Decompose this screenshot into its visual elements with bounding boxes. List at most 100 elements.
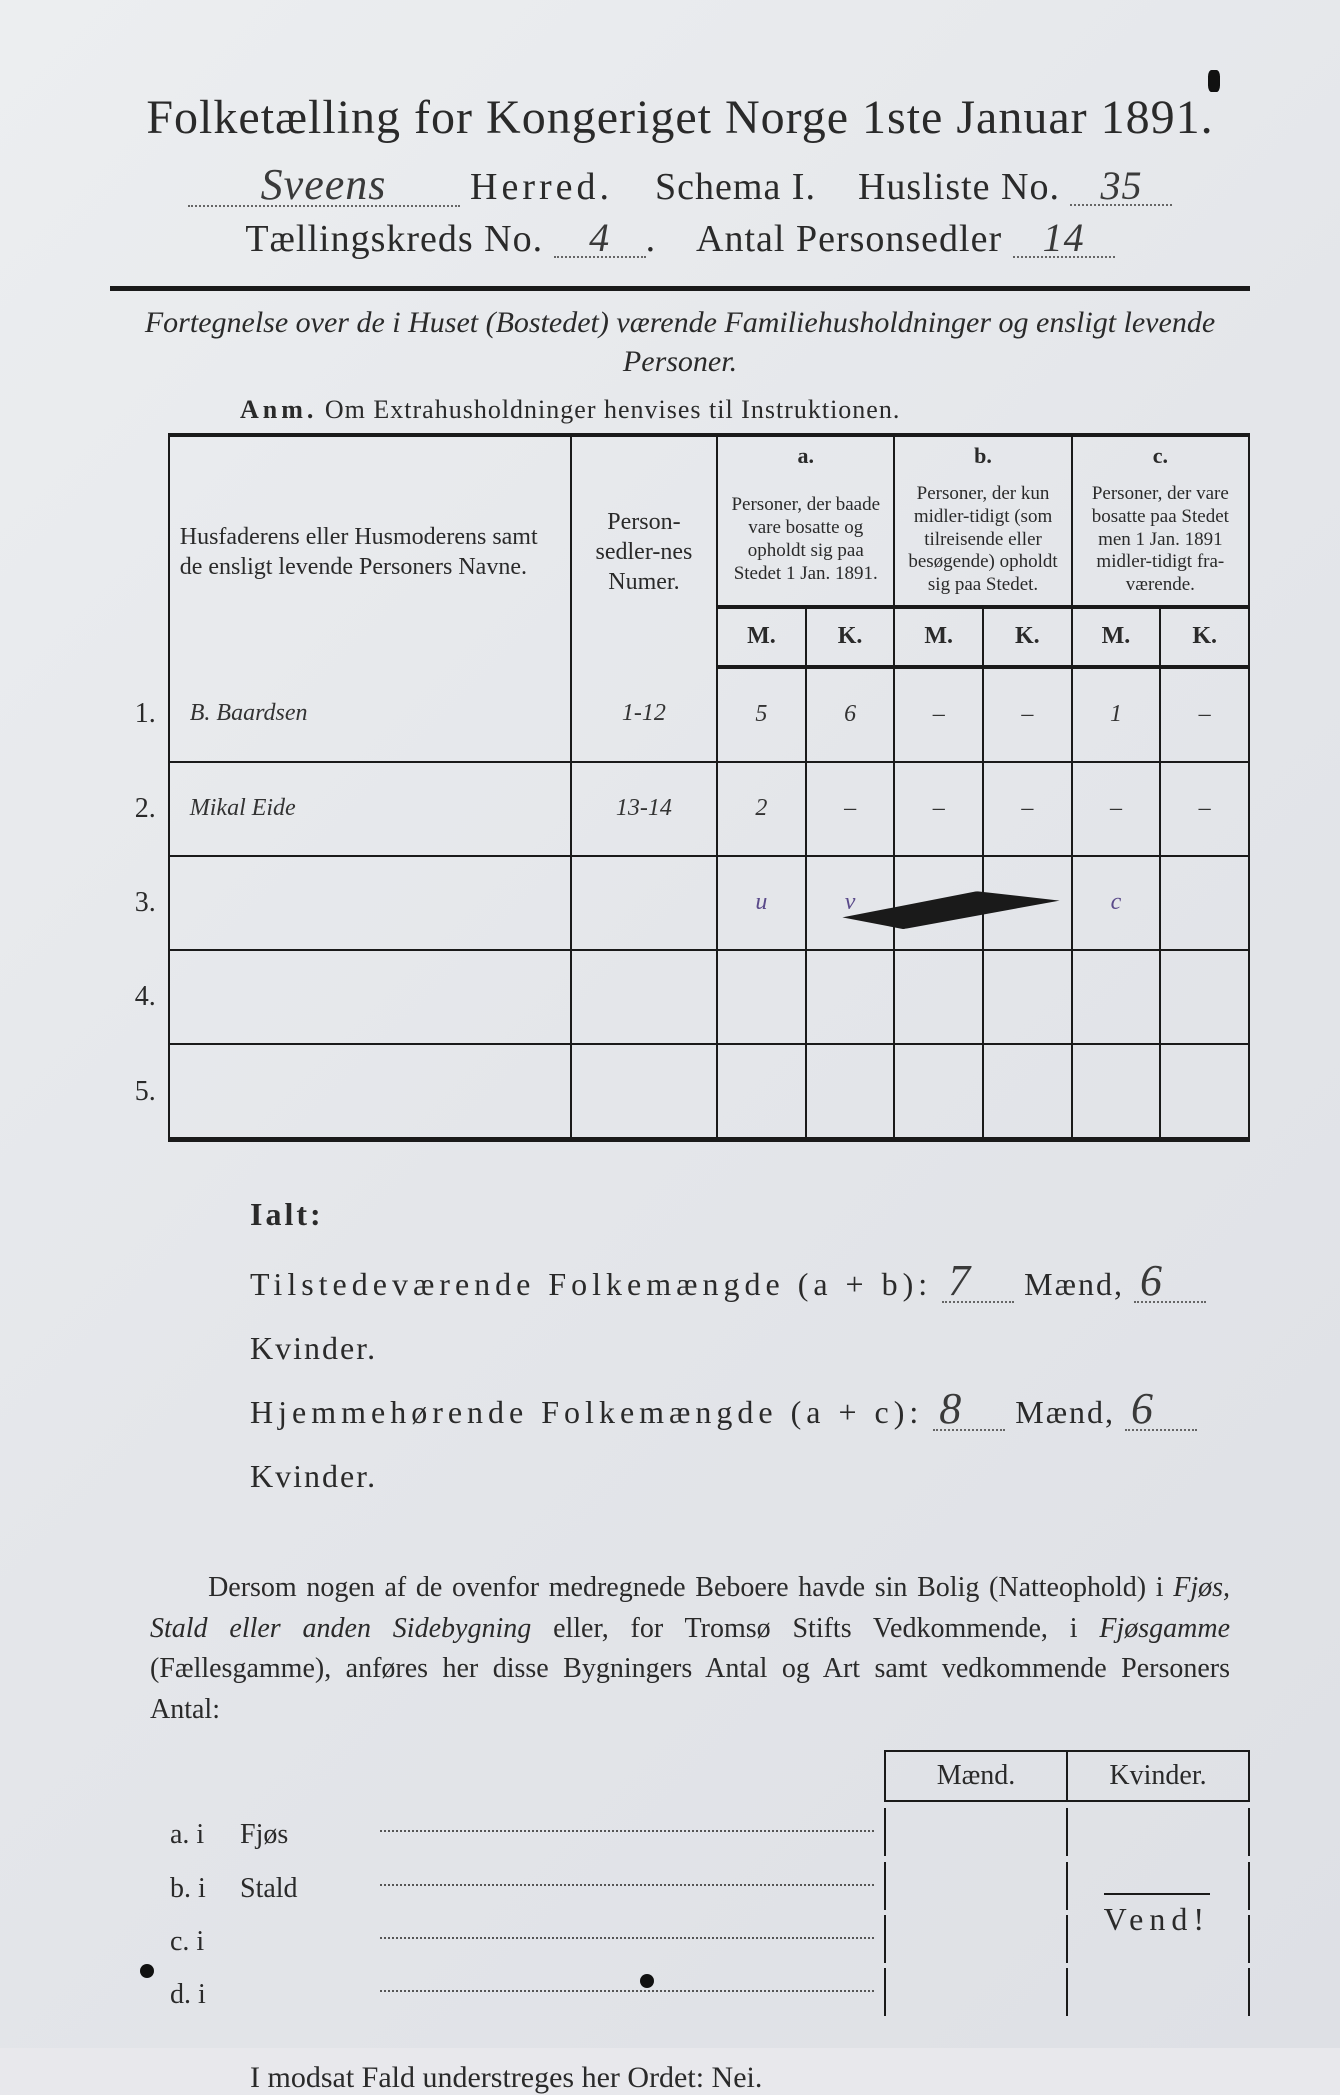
list-lab: c. i (170, 1915, 240, 1968)
mk-k: Kvinder. (1066, 1750, 1250, 1802)
list-txt: Stald (240, 1862, 380, 1915)
dotted-line (380, 1968, 874, 1992)
cell-c-m (1072, 950, 1161, 1044)
totals-block: Ialt: Tilstedeværende Folkemængde (a + b… (250, 1182, 1250, 1508)
hjemme-label: Hjemmehørende Folkemængde (a + c): (250, 1394, 923, 1430)
col-b-header: Personer, der kun midler-tidigt (som til… (894, 475, 1071, 607)
row-name: B. Baardsen (169, 667, 571, 762)
list-lab: d. i (170, 1968, 240, 2021)
row-name (169, 856, 571, 950)
row-num-range (571, 1044, 717, 1140)
side-building-paragraph: Dersom nogen af de ovenfor medregnede Be… (150, 1568, 1230, 1730)
list-row: c. i (170, 1915, 1250, 1968)
col-c-abc: c. (1072, 435, 1249, 475)
cell-c-m: – (1072, 762, 1161, 856)
personsedler-label: Antal Personsedler (696, 218, 1002, 260)
cell-a-m: 2 (717, 762, 806, 856)
cell-b-k (983, 1044, 1072, 1140)
cell-b-k (983, 950, 1072, 1044)
cell-a-k (806, 1044, 895, 1140)
cell-a-m: u (717, 856, 806, 950)
cell-c-k: – (1160, 762, 1249, 856)
list-txt: Fjøs (240, 1808, 380, 1861)
kvinder-label: Kvinder. (250, 1330, 377, 1366)
list-row: b. i Stald (170, 1862, 1250, 1915)
dotted-line (380, 1915, 874, 1939)
cell-c-k (1160, 950, 1249, 1044)
dotted-line (380, 1862, 874, 1886)
cell-c-k (1160, 1044, 1249, 1140)
inkblot-icon (640, 1974, 654, 1988)
cell-b-m (894, 1044, 983, 1140)
mk-1: K. (806, 607, 895, 667)
row-num: 5. (110, 1044, 169, 1140)
row-name: Mikal Eide (169, 762, 571, 856)
cell-b-k: – (983, 667, 1072, 762)
tilstede-m: 7 (942, 1261, 1014, 1303)
mend-label: Mænd, (1024, 1266, 1124, 1302)
cell-b-k: – (983, 762, 1072, 856)
schema-label: Schema I. (655, 166, 816, 208)
row-num-range: 13-14 (571, 762, 717, 856)
anm-text: Om Extrahusholdninger henvises til Instr… (325, 395, 900, 424)
rule-thick-1 (110, 286, 1250, 291)
edge-mark-icon (1208, 70, 1220, 92)
personsedler-field: 14 (1013, 220, 1115, 258)
cell-b-m (894, 950, 983, 1044)
box-m (884, 1915, 1066, 1963)
list-row: a. i Fjøs (170, 1808, 1250, 1861)
list-row: d. i (170, 1968, 1250, 2021)
cell-a-k (806, 950, 895, 1044)
vend-label: Vend! (1104, 1893, 1210, 1938)
inkblot-icon (140, 1964, 154, 1978)
tkreds-no-field: 4 (554, 220, 646, 258)
subtitle: Fortegnelse over de i Huset (Bostedet) v… (140, 303, 1220, 381)
col-name-header: Husfaderens eller Husmoderens samt de en… (169, 435, 571, 667)
header-line-3: Tællingskreds No. 4. Antal Personsedler … (110, 217, 1250, 261)
page-title: Folketælling for Kongeriget Norge 1ste J… (110, 90, 1250, 145)
row-num-range (571, 856, 717, 950)
row-name (169, 1044, 571, 1140)
herred-label: Herred. (470, 166, 613, 208)
mk-0: M. (717, 607, 806, 667)
header-line-2: Sveens Herred. Schema I. Husliste No. 35 (110, 165, 1250, 209)
cell-c-k: – (1160, 667, 1249, 762)
tkreds-label: Tællingskreds No. (245, 218, 543, 260)
para-t2: eller, for Tromsø Stifts Vedkommende, i (531, 1613, 1099, 1644)
husliste-label: Husliste No. (858, 166, 1060, 208)
para-t1: Dersom nogen af de ovenfor medregnede Be… (208, 1572, 1173, 1603)
cell-b-m: – (894, 667, 983, 762)
row-num-range (571, 950, 717, 1044)
household-table: Husfaderens eller Husmoderens samt de en… (110, 433, 1250, 1142)
cell-a-k: v (806, 856, 895, 950)
tilstede-label: Tilstedeværende Folkemængde (a + b): (250, 1266, 932, 1302)
cell-a-k: – (806, 762, 895, 856)
mk-m: Mænd. (884, 1750, 1066, 1802)
col-a-abc: a. (717, 435, 894, 475)
row-num: 4. (110, 950, 169, 1044)
para-t3: (Fællesgamme), anføres her disse Bygning… (150, 1653, 1230, 1725)
husliste-no-field: 35 (1070, 168, 1172, 206)
col-a-header: Personer, der baade vare bosatte og opho… (717, 475, 894, 607)
para-it2: Fjøsgamme (1099, 1613, 1230, 1644)
list-lab: a. i (170, 1808, 240, 1861)
cell-c-m: c (1072, 856, 1161, 950)
cell-c-m (1072, 1044, 1161, 1140)
list-txt (240, 1968, 380, 2021)
mend-label: Mænd, (1015, 1394, 1115, 1430)
cell-a-m (717, 1044, 806, 1140)
totals-line-2: Hjemmehørende Folkemængde (a + c): 8 Mæn… (250, 1380, 1250, 1508)
hjemme-k: 6 (1125, 1389, 1197, 1431)
side-building-list: a. i Fjøs b. i Stald c. i d. i (170, 1808, 1250, 2021)
col-num-header: Person-sedler-nes Numer. (571, 435, 717, 667)
box-m (884, 1862, 1066, 1910)
anm-line: Anm. Om Extrahusholdninger henvises til … (240, 395, 1250, 425)
box-k (1066, 1808, 1250, 1856)
row-num-range: 1-12 (571, 667, 717, 762)
row-num: 2. (110, 762, 169, 856)
kvinder-label: Kvinder. (250, 1458, 377, 1494)
tilstede-k: 6 (1134, 1261, 1206, 1303)
list-txt (240, 1915, 380, 1968)
cell-a-m (717, 950, 806, 1044)
row-num: 1. (110, 667, 169, 762)
